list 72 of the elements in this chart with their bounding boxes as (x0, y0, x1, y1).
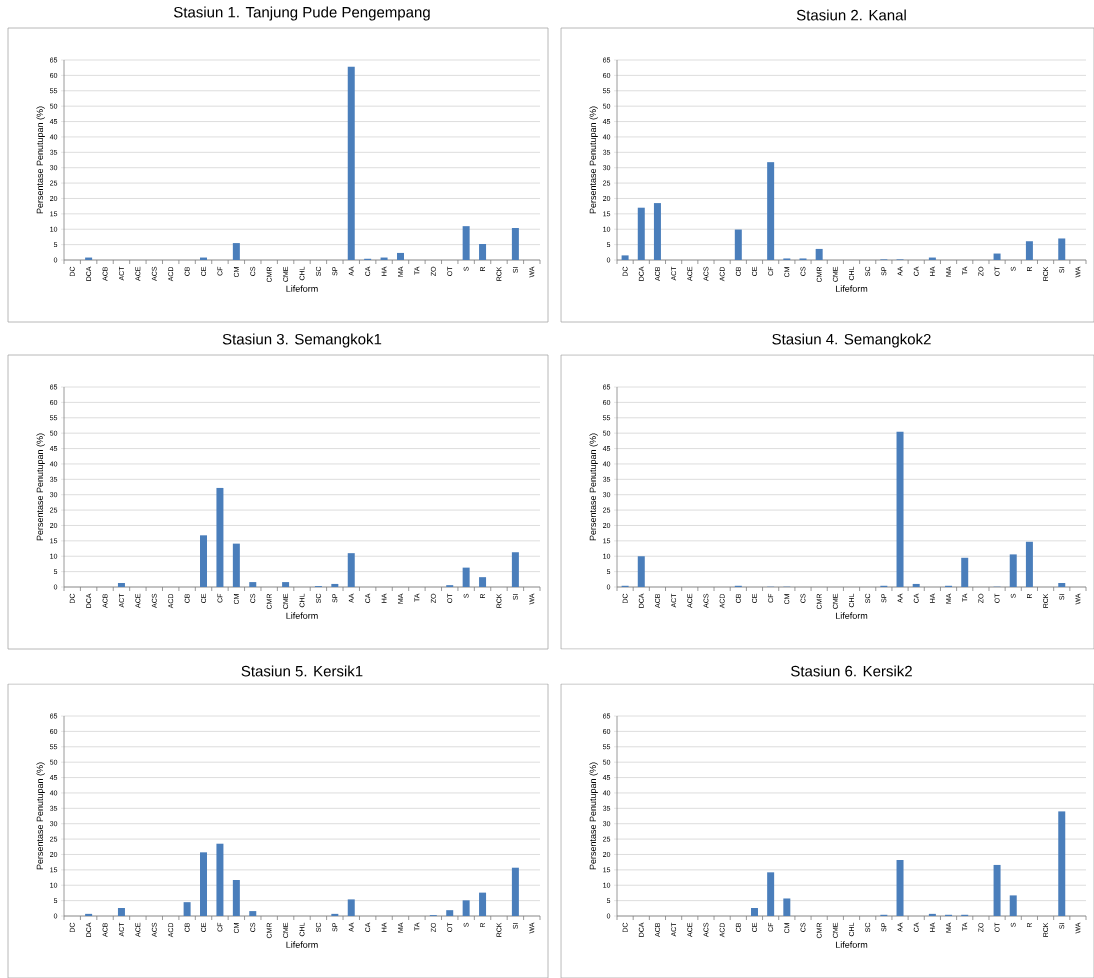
bar (249, 911, 257, 917)
bar (912, 583, 920, 588)
bar (1058, 583, 1066, 588)
bar (232, 243, 240, 261)
bar (637, 556, 645, 588)
x-axis-title: Lifeform (286, 285, 318, 292)
bar (347, 66, 355, 261)
bar (961, 557, 969, 588)
y-axis-title: Persentase Penutupan (%) (589, 106, 598, 214)
bar (993, 253, 1001, 261)
bar (117, 583, 125, 588)
x-axis-title: Lifeform (286, 612, 318, 619)
bar (1058, 811, 1066, 917)
bar (183, 902, 191, 917)
y-axis-title: Persentase Penutupan (%) (589, 762, 598, 870)
bar (396, 252, 404, 261)
bar (815, 248, 823, 261)
chart-title: Stasiun 1. Tanjung Pude Pengempang (173, 6, 430, 21)
y-axis-title: Persentase Penutupan (%) (36, 762, 45, 870)
bar (511, 552, 519, 588)
bar (1025, 241, 1033, 261)
bar (511, 228, 519, 261)
bar (462, 567, 470, 588)
x-axis-title: Lifeform (835, 285, 868, 292)
bar (1058, 238, 1066, 261)
bar (637, 207, 645, 261)
bar (621, 255, 629, 261)
x-axis-title: Lifeform (835, 941, 868, 948)
bar (653, 203, 661, 261)
bar (479, 892, 487, 917)
bar (734, 229, 742, 261)
x-axis-title: Lifeform (286, 941, 318, 948)
x-axis-title: Lifeform (835, 612, 868, 619)
chart-title: Stasiun 2. Kanal (796, 9, 906, 21)
bar (249, 582, 257, 588)
bar (928, 913, 936, 917)
bar (85, 913, 93, 917)
bar (331, 913, 339, 917)
bar (783, 898, 791, 917)
bar (200, 535, 208, 588)
bar (331, 583, 339, 588)
bar (479, 244, 487, 261)
bar (347, 899, 355, 917)
bar (232, 543, 240, 588)
bar (200, 852, 208, 917)
bar (896, 860, 904, 917)
bar (479, 577, 487, 588)
chart-title: Stasiun 3. Semangkok1 (222, 333, 382, 348)
chart-title: Stasiun 6. Kersik2 (791, 665, 912, 677)
bar (462, 900, 470, 917)
bar (896, 431, 904, 588)
bar (462, 226, 470, 261)
bar (1009, 895, 1017, 917)
bar (117, 908, 125, 917)
chart-title: Stasiun 5. Kersik1 (241, 665, 363, 677)
bar (767, 872, 775, 917)
bar (750, 908, 758, 917)
bar (232, 880, 240, 917)
y-axis-title: Persentase Penutupan (%) (589, 433, 598, 541)
bar (511, 867, 519, 917)
bar (993, 864, 1001, 917)
bar (446, 910, 454, 917)
bar (1009, 554, 1017, 588)
bar (216, 843, 224, 917)
chart-title: Stasiun 4. Semangkok2 (772, 333, 931, 348)
bar (216, 487, 224, 588)
bar (347, 553, 355, 588)
y-axis-title: Persentase Penutupan (%) (36, 106, 45, 214)
bar (282, 582, 290, 588)
y-axis-title: Persentase Penutupan (%) (36, 433, 45, 541)
bar (767, 162, 775, 261)
bar (1025, 541, 1033, 588)
